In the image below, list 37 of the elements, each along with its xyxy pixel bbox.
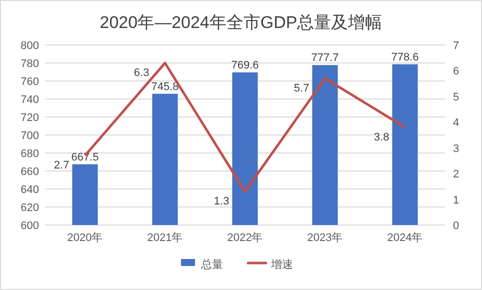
ytick: 800: [20, 40, 39, 52]
ytick: 760: [20, 76, 39, 88]
xtick: 2023年: [307, 232, 343, 244]
y2tick: 3: [453, 142, 460, 155]
y2tick: 1: [453, 194, 460, 206]
y2tick: 6: [453, 66, 460, 78]
data-label: 778.6: [391, 51, 419, 64]
y2tick: 4: [453, 117, 460, 130]
ytick: 740: [20, 94, 39, 106]
xtick: 2021年: [147, 232, 183, 244]
ytick: 780: [20, 58, 39, 70]
legend-label: 增速: [271, 259, 293, 271]
y2tick: 2: [453, 168, 460, 181]
data-label: 6.3: [134, 67, 150, 79]
title: 2020年—2024年全市GDP总量及增幅: [100, 13, 382, 32]
data-label: 769.6: [231, 59, 259, 72]
data-label: 2.7: [54, 160, 70, 172]
ytick: 700: [20, 130, 39, 142]
ytick: 600: [20, 220, 39, 232]
data-label: 3.8: [374, 131, 390, 144]
ytick: 720: [20, 112, 39, 124]
y2tick: 7: [453, 40, 460, 52]
data-label: 745.8: [151, 80, 179, 93]
ytick: 660: [20, 166, 39, 178]
legend-label: 总量: [201, 259, 223, 271]
ytick: 640: [20, 184, 39, 196]
data-label: 667.5: [71, 151, 99, 164]
xtick: 2020年: [67, 232, 103, 244]
xtick: 2022年: [227, 232, 263, 244]
xtick: 2024年: [387, 232, 423, 244]
data-label: 777.7: [311, 52, 339, 64]
ytick: 620: [20, 202, 39, 214]
data-label: 1.3: [214, 196, 230, 208]
y2tick: 5: [453, 91, 460, 104]
y2tick: 0: [453, 220, 460, 232]
data-label: 5.7: [294, 82, 310, 94]
ytick: 680: [20, 148, 39, 160]
